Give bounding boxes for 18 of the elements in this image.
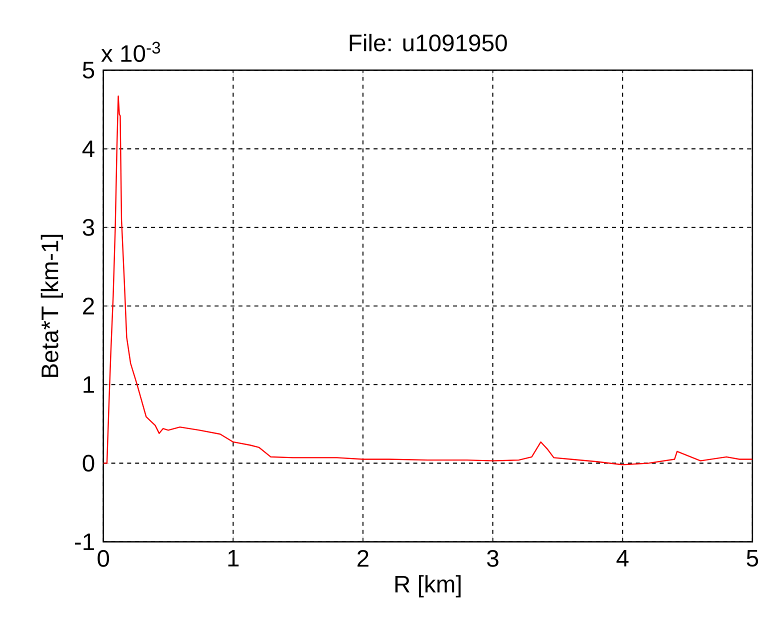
text: x 10$^{-3}$ xyxy=(101,42,160,62)
x-axis-title: R [km] xyxy=(395,575,461,598)
y-tick-label: -1 xyxy=(74,534,94,550)
y-axis-title: Beta*T [km-1] xyxy=(40,235,64,378)
x-tick-label: 2 xyxy=(358,550,368,567)
line-series xyxy=(103,96,752,466)
chart-title: File: u1091950 xyxy=(350,34,507,52)
y-tick-label: 3 xyxy=(82,219,94,236)
x-tick-label: 4 xyxy=(616,550,629,567)
x-tick-label: 5 xyxy=(746,550,758,567)
y-tick-label: 5 xyxy=(82,62,94,79)
y-tick-label: 0 xyxy=(82,454,94,472)
y-tick-label: 1 xyxy=(84,376,94,394)
y-tick-label: 2 xyxy=(83,298,94,315)
x-tick-label: 3 xyxy=(487,550,498,568)
y-tick-label: 4 xyxy=(82,140,94,158)
x-tick-label: 0 xyxy=(98,550,110,568)
x-tick-label: 1 xyxy=(228,550,239,567)
